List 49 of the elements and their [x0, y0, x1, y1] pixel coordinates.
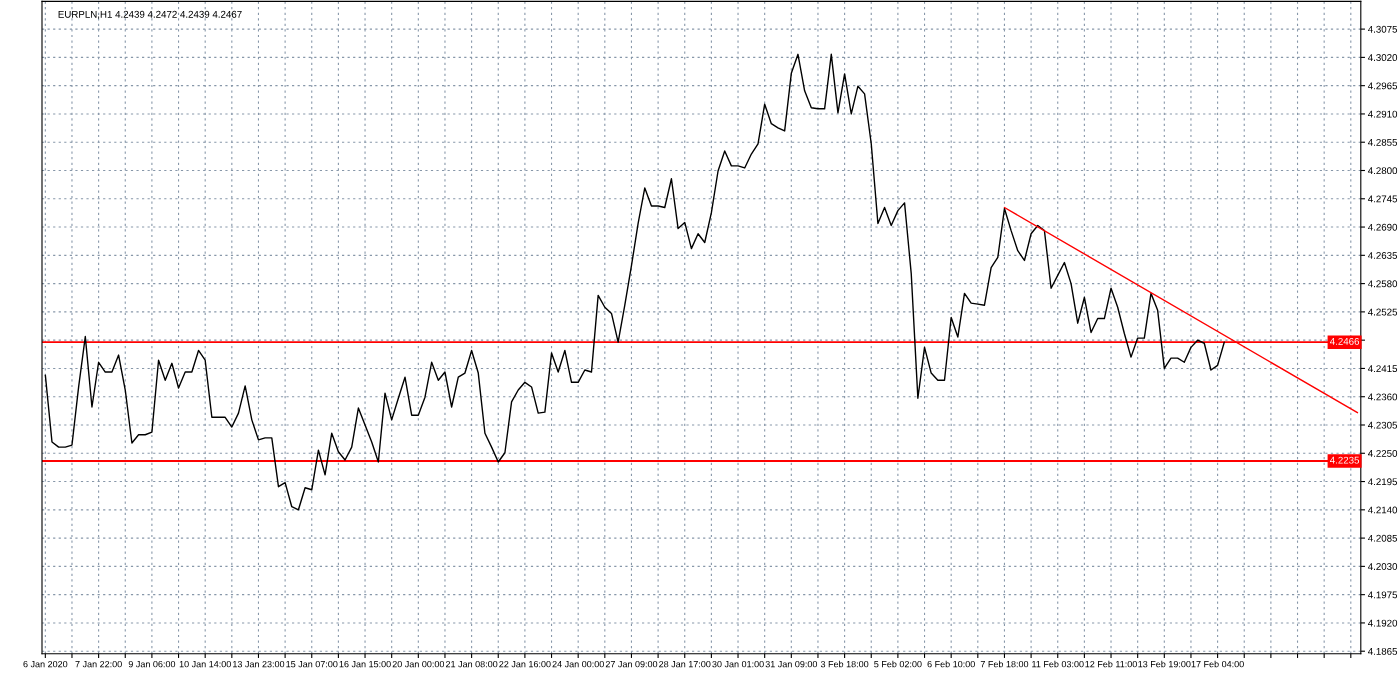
x-tick-label: 16 Jan 15:00: [339, 660, 391, 668]
x-tick-label: 6 Feb 10:00: [927, 660, 975, 668]
x-tick-label: 21 Jan 08:00: [445, 660, 498, 668]
x-tick-label: 5 Feb 02:00: [874, 660, 922, 668]
x-tick-label: 20 Jan 00:00: [392, 660, 445, 668]
y-tick-label: 4.2030: [1367, 563, 1398, 570]
x-tick-label: 28 Jan 17:00: [659, 660, 711, 668]
y-tick-label: 4.3075: [1367, 25, 1398, 33]
x-tick-label: 13 Jan 23:00: [233, 660, 285, 668]
y-tick-label: 4.2690: [1367, 223, 1398, 231]
y-tick-label: 4.2855: [1367, 138, 1398, 146]
y-tick-label: 4.2525: [1367, 308, 1398, 316]
y-tick-label: 4.2140: [1367, 506, 1398, 514]
x-tick-label: 13 Feb 19:00: [1138, 660, 1191, 668]
x-tick-label: 7 Jan 22:00: [75, 660, 122, 668]
ref-line-label: 4.2235: [1329, 456, 1360, 464]
y-tick-label: 4.2965: [1367, 82, 1398, 90]
x-tick-label: 30 Jan 01:00: [712, 660, 764, 668]
y-tick-label: 4.2305: [1367, 421, 1398, 429]
x-tick-label: 24 Jan 00:00: [552, 660, 604, 668]
x-tick-label: 12 Feb 11:00: [1085, 660, 1137, 668]
x-tick-label: 31 Jan 09:00: [765, 660, 818, 668]
y-tick-label: 4.2250: [1367, 450, 1398, 457]
ref-line-label: 4.2466: [1329, 337, 1360, 345]
x-tick-label: 10 Jan 14:00: [179, 660, 231, 668]
y-tick-label: 4.1975: [1367, 591, 1398, 599]
y-tick-label: 4.2195: [1367, 478, 1398, 486]
text: EURPLN,H1 4.2439 4.2472 4.2439 4.2467: [58, 10, 242, 19]
y-tick-label: 4.2800: [1367, 167, 1398, 175]
y-tick-label: 4.2635: [1367, 252, 1398, 259]
x-tick-label: 7 Feb 18:00: [980, 660, 1029, 668]
y-tick-label: 4.1920: [1367, 619, 1398, 627]
x-tick-label: 15 Jan 07:00: [286, 660, 338, 668]
x-tick-label: 11 Feb 03:00: [1032, 660, 1084, 668]
y-tick-label: 4.2745: [1367, 195, 1398, 203]
y-tick-label: 4.1865: [1367, 647, 1398, 655]
y-tick-label: 4.2910: [1367, 110, 1398, 118]
x-tick-label: 17 Feb 04:00: [1191, 660, 1244, 668]
y-tick-label: 4.3020: [1367, 54, 1398, 62]
y-tick-label: 4.2085: [1367, 534, 1398, 542]
x-tick-label: 27 Jan 09:00: [605, 660, 658, 668]
y-tick-label: 4.2360: [1367, 393, 1398, 401]
x-tick-label: 9 Jan 06:00: [128, 660, 176, 668]
line-series: [44, 53, 1225, 511]
y-tick-label: 4.2580: [1367, 280, 1398, 288]
x-tick-label: 22 Jan 16:00: [499, 660, 551, 668]
x-tick-label: 3 Feb 18:00: [820, 660, 869, 668]
x-tick-label: 6 Jan 2020: [23, 660, 68, 668]
y-tick-label: 4.2415: [1367, 365, 1398, 373]
